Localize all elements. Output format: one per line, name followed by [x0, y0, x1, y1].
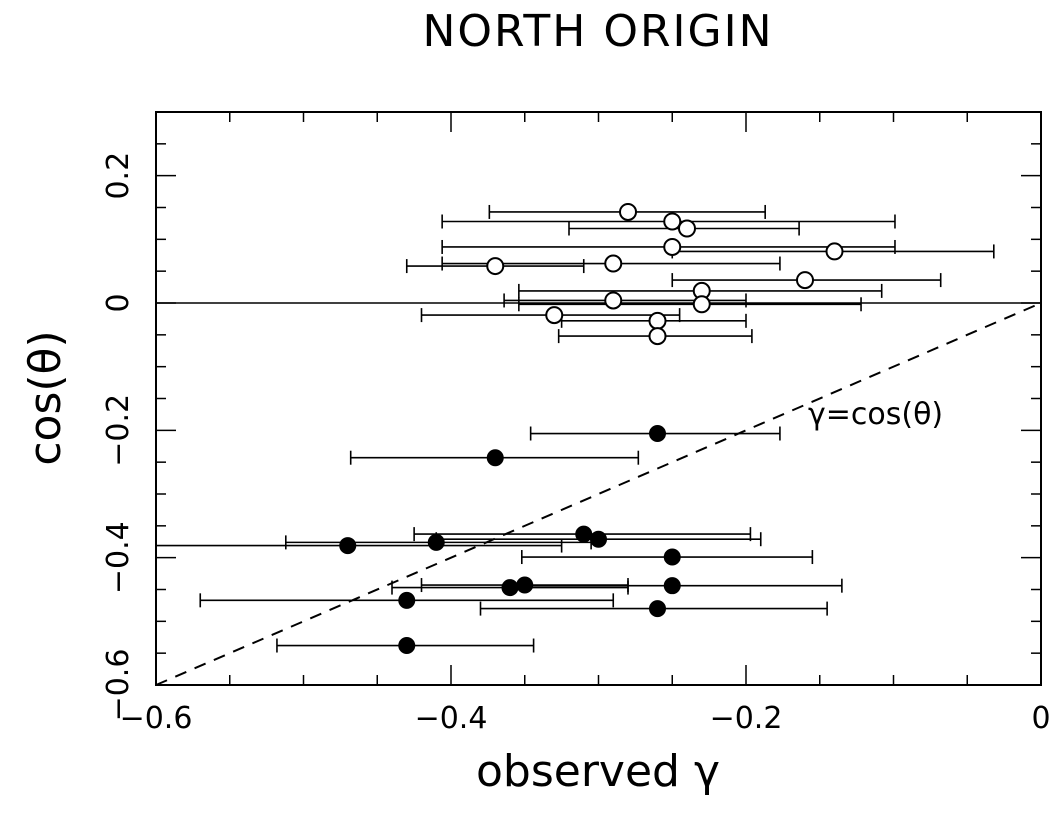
filled-data-point — [398, 591, 416, 609]
open-data-point — [663, 212, 682, 231]
filled-data-point — [590, 530, 607, 548]
filled-data-point — [663, 548, 681, 566]
axis-ticks — [155, 111, 1042, 686]
open-data-point — [648, 311, 667, 330]
x-tick-label: −0.6 — [120, 701, 193, 736]
filled-data-point — [398, 637, 416, 655]
filled-data-point — [649, 425, 666, 443]
filled-data-point — [427, 533, 445, 551]
data-points — [339, 202, 844, 655]
axis-tick-labels: −0.6 −0.4 −0.2 0 −0.6 −0.4 −0.2 0 0.2 — [101, 152, 1051, 736]
y-tick-label: −0.6 — [101, 649, 136, 722]
open-data-point — [825, 242, 844, 261]
open-data-point — [486, 257, 505, 276]
filled-data-point — [339, 537, 357, 555]
x-tick-label: −0.4 — [415, 701, 488, 736]
open-data-point — [619, 202, 637, 221]
filled-data-point — [663, 577, 681, 595]
x-axis-label: observed γ — [476, 746, 720, 797]
open-data-point — [648, 327, 667, 346]
x-tick-label: 0 — [1031, 701, 1050, 736]
chart-title: NORTH ORIGIN — [422, 6, 773, 57]
y-axis-label: cos(θ) — [20, 330, 71, 465]
open-data-point — [604, 291, 623, 310]
filled-data-point — [575, 525, 593, 543]
identity-reference-line — [155, 302, 1042, 686]
y-tick-label: −0.4 — [101, 521, 136, 594]
filled-data-point — [649, 600, 666, 618]
filled-data-point — [501, 579, 519, 597]
filled-data-point — [516, 576, 534, 594]
x-tick-label: −0.2 — [710, 701, 783, 736]
open-data-point — [678, 219, 696, 238]
open-data-point — [604, 254, 623, 273]
y-tick-label: −0.2 — [101, 394, 136, 467]
y-tick-label: 0.2 — [101, 152, 136, 200]
open-data-point — [692, 295, 711, 314]
open-data-point — [796, 271, 814, 290]
identity-line-label: γ=cos(θ) — [808, 397, 943, 432]
open-data-point — [663, 237, 682, 256]
filled-data-point — [486, 449, 504, 467]
y-tick-label: 0 — [101, 293, 136, 312]
open-data-point — [545, 306, 564, 325]
